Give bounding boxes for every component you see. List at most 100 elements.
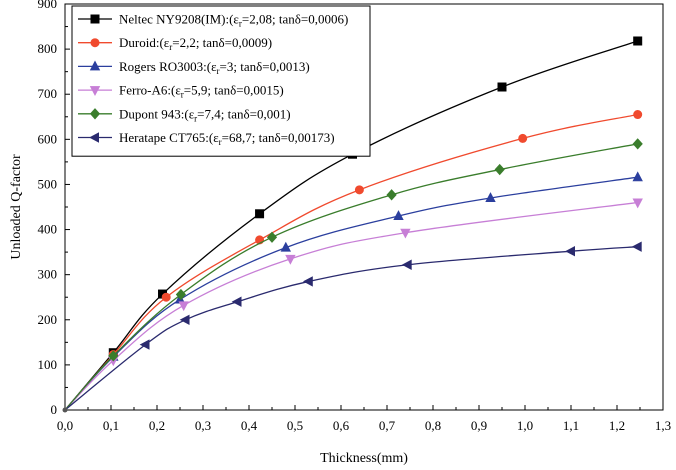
x-tick-label: 0,8 — [425, 418, 441, 433]
x-tick-label: 1,1 — [563, 418, 579, 433]
data-point — [175, 288, 187, 301]
legend-label-sub: r — [217, 66, 220, 76]
y-axis-title: Unloaded Q-factor — [9, 154, 24, 260]
data-point — [400, 228, 411, 239]
legend-box — [71, 5, 371, 157]
legend-swatch-marker — [89, 86, 101, 96]
data-point — [266, 231, 278, 243]
legend-entry: Heratape CT765:(εr=68,7; tanδ=0,00173) — [78, 130, 335, 147]
data-point — [632, 138, 643, 150]
data-point — [285, 254, 296, 265]
legend-label-suffix: =5,9; tanδ=0,0015) — [184, 83, 284, 98]
x-tick-label: 0,6 — [333, 418, 350, 433]
data-point — [255, 209, 265, 219]
legend-swatch-marker — [90, 38, 100, 48]
series-2 — [64, 171, 643, 411]
x-tick-label: 0,9 — [471, 418, 487, 433]
y-tick-label: 400 — [38, 222, 58, 237]
x-tick-label: 0,3 — [195, 418, 211, 433]
legend-entry: Duroid:(εr=2,2; tanδ=0,0009) — [78, 35, 272, 52]
legend-entry: Dupont 943:(εr=7,4; tanδ=0,001) — [78, 106, 291, 123]
data-point — [494, 163, 505, 176]
data-point — [632, 198, 643, 209]
data-point — [108, 350, 119, 362]
legend-label-prefix: Duroid:(ε — [119, 35, 170, 50]
y-tick-label: 0 — [51, 402, 58, 417]
legend-label: Duroid:(εr=2,2; tanδ=0,0009) — [119, 35, 272, 52]
x-tick-label: 0,0 — [57, 418, 73, 433]
series-line — [64, 176, 638, 411]
legend-swatch-marker — [89, 60, 101, 71]
legend-swatch-marker — [90, 14, 100, 24]
data-point — [302, 276, 313, 287]
data-point — [386, 189, 397, 201]
data-point — [518, 133, 528, 143]
y-tick-label: 300 — [38, 267, 58, 282]
legend-entry: Ferro-A6:(εr=5,9; tanδ=0,0015) — [78, 83, 284, 100]
data-point — [497, 82, 507, 92]
y-tick-label: 100 — [38, 357, 58, 372]
legend-label-prefix: Ferro-A6:(ε — [119, 83, 181, 98]
series-4 — [64, 138, 643, 411]
legend-label: Neltec NY9208(IM):(εr=2,08; tanδ=0,0006) — [119, 12, 348, 29]
legend: Neltec NY9208(IM):(εr=2,08; tanδ=0,0006)… — [71, 5, 371, 157]
data-point — [633, 110, 643, 120]
data-point — [401, 259, 412, 270]
legend-label: Dupont 943:(εr=7,4; tanδ=0,001) — [119, 106, 291, 123]
legend-label-sub: r — [239, 19, 242, 29]
data-point — [179, 314, 190, 325]
data-point — [393, 210, 404, 221]
series-line — [64, 246, 638, 411]
legend-label-prefix: Neltec NY9208(IM):(ε — [119, 12, 239, 27]
legend-label-suffix: =2,2; tanδ=0,0009) — [172, 35, 272, 50]
x-tick-label: 1,0 — [517, 418, 533, 433]
x-tick-label: 1,2 — [609, 418, 625, 433]
legend-label-suffix: =3; tanδ=0,0013) — [220, 59, 310, 74]
data-point — [178, 301, 189, 312]
data-point — [633, 36, 643, 46]
legend-label-suffix: =68,7; tanδ=0,00173) — [222, 130, 335, 145]
legend-label-suffix: =2,08; tanδ=0,0006) — [242, 12, 348, 27]
legend-label-prefix: Rogers RO3003:(ε — [119, 59, 217, 74]
y-tick-label: 500 — [38, 176, 58, 191]
legend-label-sub: r — [181, 90, 184, 100]
x-tick-label: 1,3 — [655, 418, 671, 433]
y-tick-label: 700 — [38, 86, 58, 101]
x-tick-label: 0,5 — [287, 418, 303, 433]
y-tick-label: 900 — [38, 0, 58, 11]
y-tick-label: 800 — [38, 41, 58, 56]
series-line — [64, 143, 638, 411]
x-tick-label: 0,2 — [149, 418, 165, 433]
x-tick-label: 0,1 — [103, 418, 119, 433]
origin-point — [62, 407, 68, 413]
x-axis-title: Thickness(mm) — [320, 451, 408, 466]
y-axis: 0 100 200 300 400 500 600 700 800 900 — [38, 0, 70, 417]
legend-entry: Neltec NY9208(IM):(εr=2,08; tanδ=0,0006) — [78, 12, 348, 29]
legend-entry: Rogers RO3003:(εr=3; tanδ=0,0013) — [78, 59, 310, 76]
legend-label-prefix: Dupont 943:(ε — [119, 106, 195, 121]
x-tick-label: 0,4 — [241, 418, 258, 433]
y-tick-label: 200 — [38, 312, 58, 327]
x-axis: 0,0 0,1 0,2 0,3 0,4 0,5 0,6 0,7 0,8 0,9 1,0 1,1 1,2 1… — [57, 405, 671, 433]
data-point — [632, 171, 643, 182]
data-point — [231, 296, 242, 307]
legend-label-sub: r — [169, 42, 172, 52]
data-point — [631, 241, 642, 252]
legend-label-sub: r — [219, 137, 222, 147]
y-tick-label: 600 — [38, 131, 58, 146]
legend-label-sub: r — [194, 113, 197, 123]
data-point — [161, 292, 171, 302]
legend-label: Ferro-A6:(εr=5,9; tanδ=0,0015) — [119, 83, 284, 100]
legend-swatch-marker — [89, 132, 99, 143]
x-tick-label: 0,7 — [379, 418, 396, 433]
data-point — [485, 192, 496, 202]
legend-label: Heratape CT765:(εr=68,7; tanδ=0,00173) — [119, 130, 335, 147]
data-point — [354, 185, 364, 195]
data-point — [139, 339, 150, 350]
series-layer — [62, 36, 643, 413]
series-5 — [64, 241, 642, 411]
legend-label-prefix: Heratape CT765:(ε — [119, 130, 219, 145]
legend-swatch-marker — [89, 108, 101, 120]
data-point — [565, 246, 576, 257]
